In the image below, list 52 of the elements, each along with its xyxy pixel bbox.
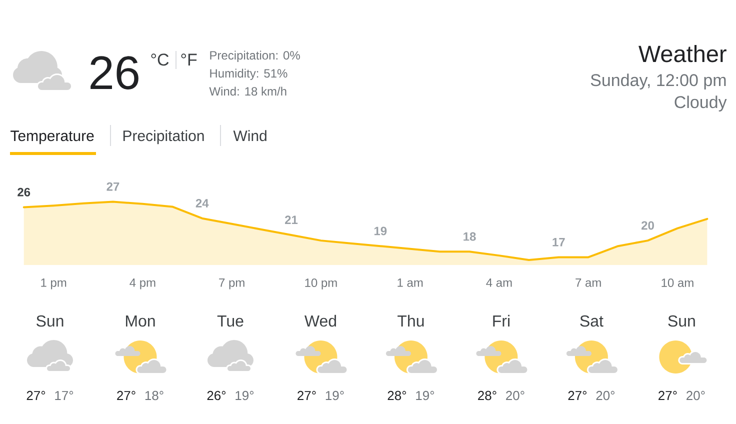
text: 27° bbox=[26, 390, 46, 400]
data-label: 18 bbox=[464, 232, 476, 241]
data-label: 24 bbox=[196, 198, 209, 208]
category-label: Mon bbox=[126, 315, 155, 327]
category-label: Sat bbox=[580, 315, 604, 327]
text: 17° bbox=[55, 390, 74, 400]
text: Humidity: 51% bbox=[210, 68, 288, 80]
x-tick-label: 4 am bbox=[486, 278, 512, 287]
data-label: 20 bbox=[642, 221, 654, 230]
text: 18° bbox=[145, 390, 164, 400]
data-label: 17 bbox=[552, 238, 565, 246]
text: 26 bbox=[90, 56, 138, 90]
category-label: Thu bbox=[398, 314, 424, 327]
category-label: Fri bbox=[493, 314, 510, 326]
text: 19° bbox=[236, 390, 254, 400]
x-tick-label: 1 pm bbox=[41, 278, 66, 290]
text: 20° bbox=[686, 390, 705, 400]
text: 20° bbox=[506, 390, 524, 400]
text: Precipitation bbox=[123, 130, 204, 144]
data-label: 19 bbox=[374, 226, 387, 236]
category-label: Wed bbox=[304, 314, 336, 327]
x-tick-label: 4 pm bbox=[130, 278, 156, 290]
text: °F bbox=[181, 54, 197, 66]
text: 20° bbox=[596, 390, 614, 400]
data-label: 26 bbox=[18, 188, 30, 196]
text: Sunday, 12:00 pm bbox=[590, 74, 726, 90]
x-tick-label: 10 am bbox=[662, 278, 694, 288]
category-label: Tue bbox=[217, 315, 244, 327]
x-tick-label: 7 pm bbox=[219, 278, 244, 290]
text: 27° bbox=[298, 390, 316, 400]
x-tick-label: 1 am bbox=[398, 278, 423, 287]
text: °C bbox=[151, 54, 169, 66]
text: 19° bbox=[326, 390, 344, 400]
text: Precipitation: 0% bbox=[210, 50, 300, 62]
data-label: 27 bbox=[106, 182, 120, 191]
text: 27° bbox=[568, 390, 586, 400]
category-label: Sun bbox=[668, 315, 695, 327]
text: Weather bbox=[638, 44, 726, 62]
text: 28° bbox=[388, 390, 406, 400]
text: Wind: 18 km/h bbox=[209, 86, 286, 96]
x-tick-label: 10 pm bbox=[305, 278, 337, 290]
text: Temperature bbox=[10, 130, 94, 144]
text: Cloudy bbox=[674, 96, 727, 112]
text: 19° bbox=[416, 390, 434, 400]
text: Wind bbox=[233, 130, 266, 142]
text: 26° bbox=[207, 390, 226, 400]
category-label: Sun bbox=[36, 315, 64, 327]
data-label: 21 bbox=[284, 216, 298, 224]
text: 27° bbox=[658, 390, 677, 400]
x-tick-label: 7 am bbox=[576, 278, 601, 287]
text: 28° bbox=[478, 390, 496, 400]
text: 27° bbox=[117, 390, 136, 400]
